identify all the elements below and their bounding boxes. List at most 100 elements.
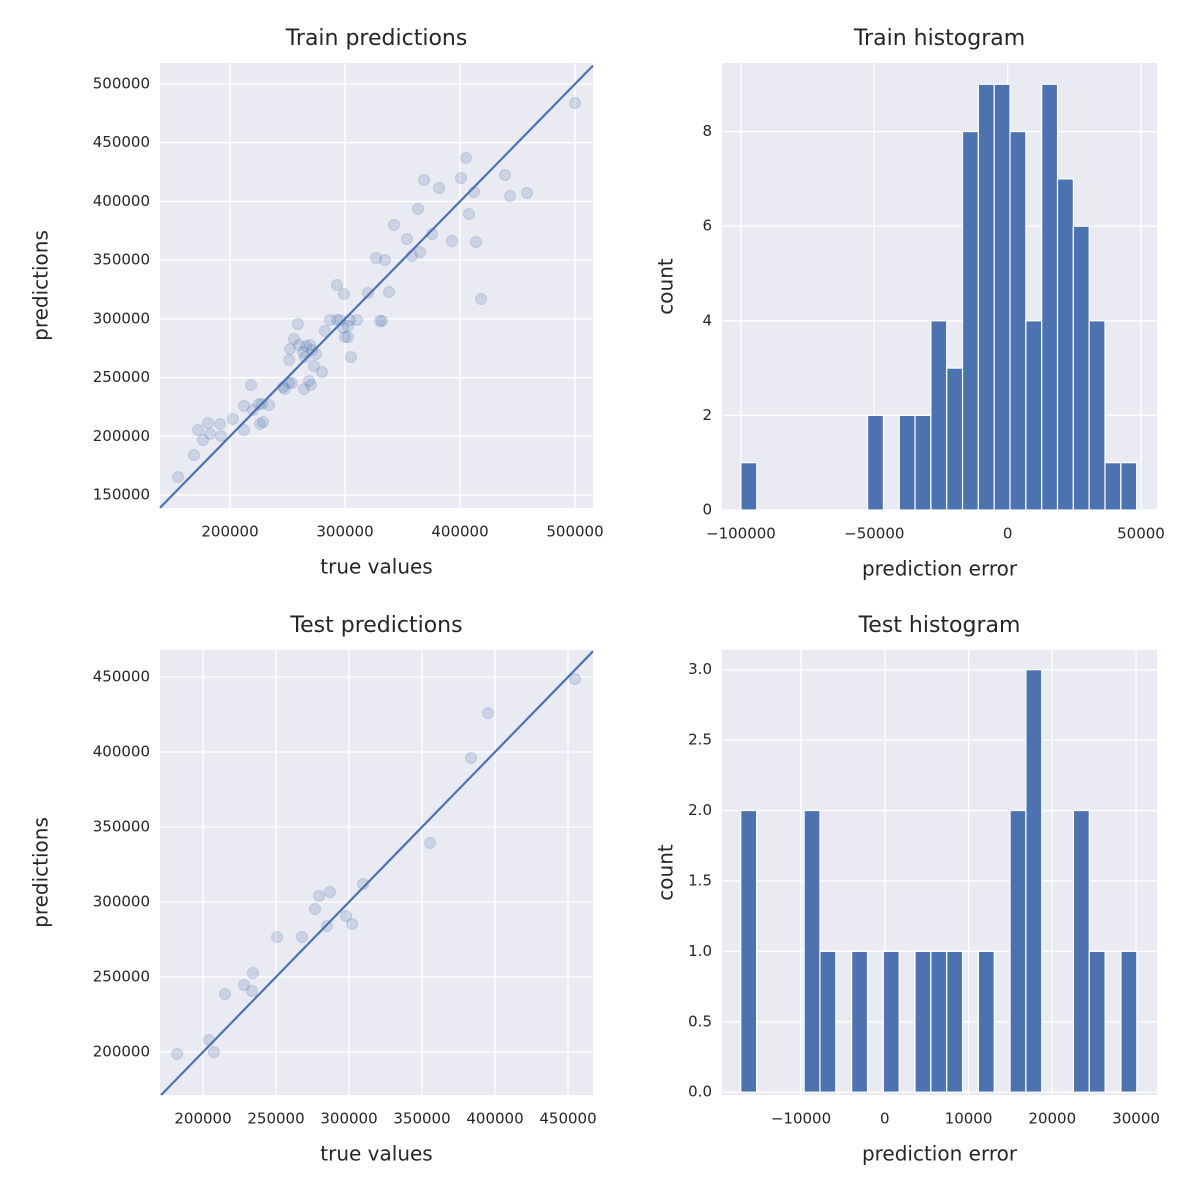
point <box>196 434 209 447</box>
y-tick-label: 8 <box>702 122 712 140</box>
point <box>285 376 298 389</box>
x-tick-label: 300000 <box>316 523 373 541</box>
subplot: 200000 250000 300000 350000 400000 450000 2000… <box>29 613 597 1166</box>
point <box>469 236 482 249</box>
subplot-title: Train predictions <box>285 26 468 51</box>
point <box>344 351 357 364</box>
bar <box>819 950 837 1093</box>
point <box>387 219 400 232</box>
bar <box>882 950 900 1093</box>
point <box>521 186 534 199</box>
point <box>475 293 488 306</box>
point <box>373 314 386 327</box>
point <box>262 399 275 412</box>
x-tick-label: 20000 <box>1028 1110 1076 1128</box>
x-axis-label: true values <box>320 1142 432 1166</box>
y-tick-label: 0.0 <box>688 1083 712 1101</box>
bar <box>740 462 758 511</box>
x-tick-label: −50000 <box>844 525 904 543</box>
point <box>412 202 425 215</box>
point <box>334 314 347 327</box>
point <box>310 347 323 360</box>
point <box>569 97 582 110</box>
x-tick-label: 450000 <box>539 1110 596 1128</box>
y-tick-label: 300000 <box>93 892 150 910</box>
point <box>215 430 228 443</box>
x-tick-label: −10000 <box>771 1110 831 1128</box>
y-tick-label: 3.0 <box>688 660 712 678</box>
x-axis-label: prediction error <box>862 1142 1018 1166</box>
bar <box>977 950 995 1093</box>
point <box>202 417 215 430</box>
point <box>246 984 259 997</box>
point <box>282 353 295 366</box>
point <box>192 423 205 436</box>
y-axis-label: count <box>654 258 678 315</box>
point <box>226 413 239 426</box>
point <box>316 366 329 379</box>
y-axis-label: count <box>654 844 678 901</box>
point <box>455 172 468 185</box>
point <box>445 235 458 247</box>
point <box>413 246 426 259</box>
bar <box>1009 809 1027 1093</box>
bar <box>1072 809 1090 1093</box>
x-tick-label: 350000 <box>393 1110 450 1128</box>
point <box>171 1047 184 1060</box>
point <box>341 331 354 344</box>
point <box>291 318 304 331</box>
point <box>459 151 472 164</box>
subplot: 200000 300000 400000 500000 150000 200000 2500… <box>29 26 604 579</box>
y-tick-label: 350000 <box>93 817 150 835</box>
x-tick-label: 0 <box>1003 525 1013 543</box>
point <box>271 930 284 943</box>
point <box>330 279 343 292</box>
subplot: −100000 −50000 0 50000 0 2 4 6 8 Train histogram p… <box>654 26 1165 581</box>
x-tick-label: 400000 <box>431 523 488 541</box>
point <box>418 174 431 187</box>
point <box>379 254 392 267</box>
subplot-title: Test histogram <box>858 613 1021 638</box>
x-tick-label: 500000 <box>546 523 603 541</box>
point <box>252 397 265 410</box>
point <box>172 471 185 484</box>
point <box>188 448 201 461</box>
point <box>305 343 318 356</box>
point <box>203 427 216 440</box>
bar <box>803 809 821 1093</box>
point <box>350 314 363 327</box>
bar <box>740 809 758 1093</box>
point <box>219 987 232 1000</box>
subplot-title: Train histogram <box>853 26 1025 51</box>
bar <box>1088 320 1106 511</box>
point <box>357 877 370 890</box>
point <box>465 751 478 764</box>
point <box>202 1033 215 1046</box>
bar <box>946 950 964 1093</box>
bar <box>1041 83 1059 511</box>
point <box>313 889 326 902</box>
bar <box>1072 225 1090 511</box>
point <box>376 314 389 327</box>
bar <box>1120 462 1138 511</box>
bar <box>1025 669 1043 1093</box>
point <box>432 182 445 195</box>
point <box>238 978 251 991</box>
y-tick-label: 300000 <box>93 309 150 327</box>
point <box>339 331 352 344</box>
point <box>346 918 359 931</box>
y-tick-label: 200000 <box>93 1042 150 1060</box>
y-axis-label: predictions <box>29 230 53 341</box>
point <box>462 207 475 220</box>
y-tick-label: 150000 <box>93 486 150 504</box>
point <box>341 320 354 333</box>
point <box>307 359 320 372</box>
x-tick-label: 300000 <box>320 1110 377 1128</box>
bar <box>1120 950 1138 1093</box>
y-tick-label: 0.5 <box>688 1012 712 1030</box>
bar <box>993 83 1011 511</box>
point <box>569 672 582 685</box>
bar <box>866 414 884 511</box>
y-tick-label: 500000 <box>93 74 150 92</box>
